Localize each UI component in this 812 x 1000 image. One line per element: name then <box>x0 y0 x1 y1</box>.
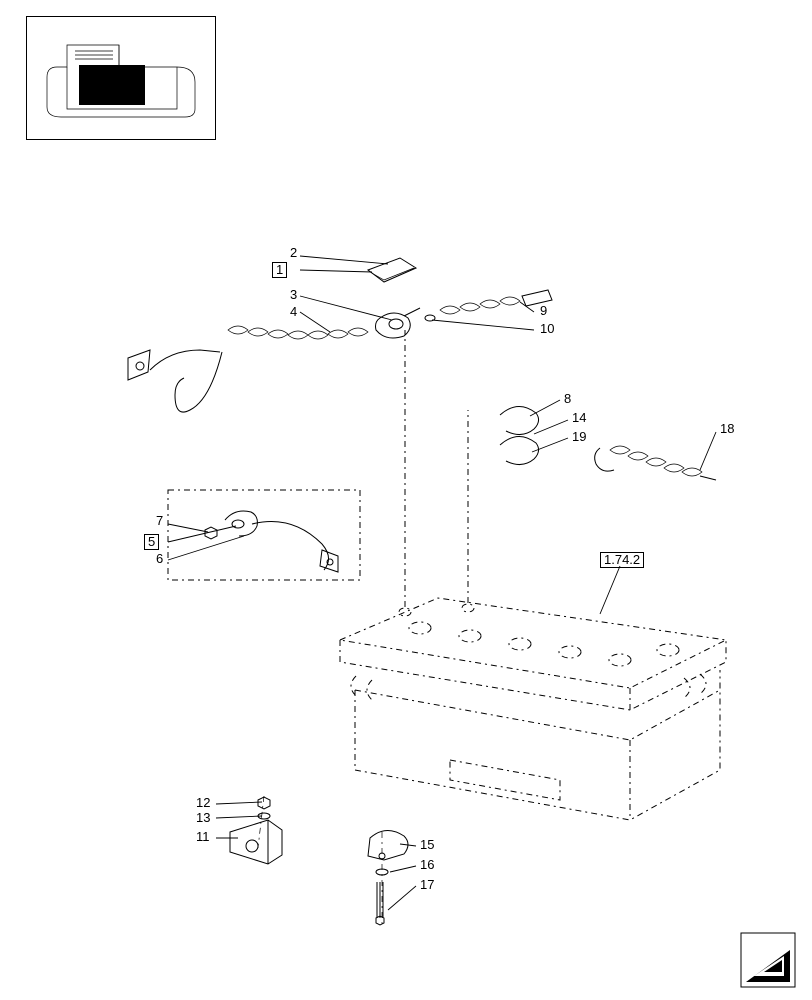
callout-4: 4 <box>290 305 297 319</box>
callout-13: 13 <box>196 811 210 825</box>
callout-16: 16 <box>420 858 434 872</box>
callout-14: 14 <box>572 411 586 425</box>
positive-cable-assembly <box>128 258 552 412</box>
callout-10: 10 <box>540 322 554 336</box>
callout-18: 18 <box>720 422 734 436</box>
callout-8: 8 <box>564 392 571 406</box>
callout-3: 3 <box>290 288 297 302</box>
next-page-icon[interactable] <box>740 932 796 988</box>
right-sheathed-lead <box>595 446 716 480</box>
callout-19: 19 <box>572 430 586 444</box>
callout-15: 15 <box>420 838 434 852</box>
spring-clips <box>500 406 539 464</box>
leaders <box>168 256 716 910</box>
ground-strap <box>205 511 338 572</box>
main-diagram <box>0 0 812 1000</box>
p-clamp <box>368 830 408 926</box>
callout-7: 7 <box>156 514 163 528</box>
ref-5: 5 <box>144 534 159 550</box>
callout-9: 9 <box>540 304 547 318</box>
ref-1: 1 <box>272 262 287 278</box>
callout-17: 17 <box>420 878 434 892</box>
callout-6: 6 <box>156 552 163 566</box>
ref-battery: 1.74.2 <box>600 552 644 568</box>
callout-11: 11 <box>196 830 210 844</box>
battery <box>340 598 726 820</box>
callout-12: 12 <box>196 796 210 810</box>
page: 1 2 3 4 9 10 8 14 19 18 5 7 6 12 13 11 1… <box>0 0 812 1000</box>
callout-2: 2 <box>290 246 297 260</box>
l-bracket <box>230 796 282 864</box>
